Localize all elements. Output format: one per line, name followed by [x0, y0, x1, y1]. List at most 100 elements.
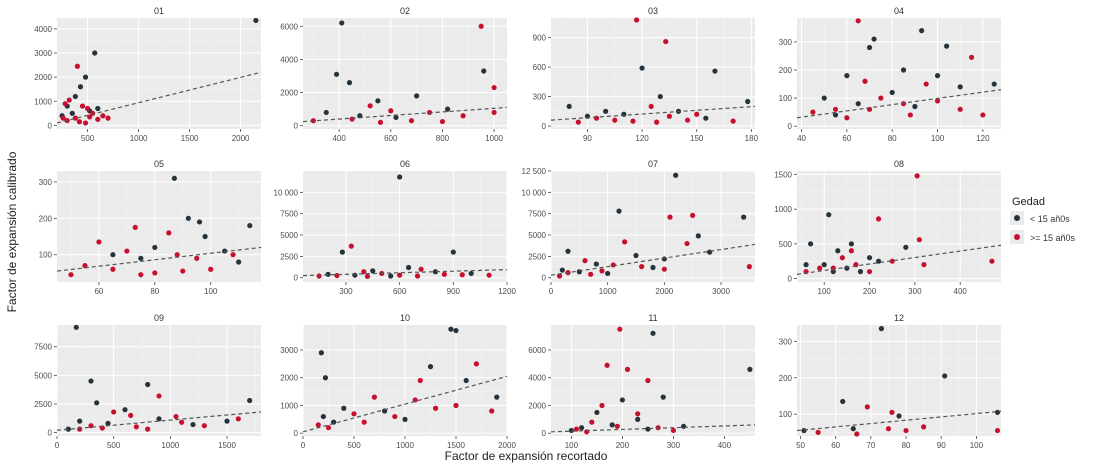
- point-young: [402, 416, 408, 422]
- x-tick-label: 100: [931, 134, 945, 143]
- point-old: [663, 38, 669, 45]
- panel-title-08: 08: [894, 159, 904, 169]
- point-old: [453, 402, 459, 409]
- point-old: [622, 239, 628, 245]
- point-young: [633, 252, 639, 259]
- point-old: [414, 273, 421, 279]
- point-old: [459, 272, 465, 278]
- point-old: [371, 394, 377, 400]
- point-young: [152, 244, 158, 251]
- point-old: [588, 271, 594, 277]
- point-young: [568, 427, 575, 434]
- point-old: [876, 216, 882, 222]
- point-old: [491, 109, 497, 116]
- point-young: [942, 373, 948, 379]
- point-old: [635, 411, 641, 417]
- point-young: [707, 249, 713, 255]
- point-old: [72, 115, 78, 121]
- point-young: [896, 413, 902, 419]
- x-tick-label: 900: [447, 287, 461, 296]
- point-young: [594, 409, 600, 416]
- point-young: [463, 377, 469, 384]
- point-old: [77, 426, 83, 432]
- point-young: [77, 418, 83, 424]
- point-old: [614, 423, 620, 429]
- panel-03: 03 90 120 150 180 0 300 600 900: [533, 6, 759, 143]
- x-tick-label: 80: [888, 134, 897, 143]
- point-old: [110, 266, 116, 272]
- point-old: [473, 361, 479, 367]
- point-young: [453, 327, 459, 334]
- point-young: [650, 330, 656, 336]
- point-old: [351, 411, 357, 417]
- y-tick-label: 1000: [280, 401, 298, 410]
- point-old: [573, 426, 580, 432]
- point-old: [661, 266, 667, 272]
- y-tick-label: 2500: [34, 400, 52, 409]
- point-young: [803, 262, 809, 268]
- point-old: [684, 240, 690, 247]
- point-old: [685, 117, 691, 123]
- x-tick-label: 80: [150, 287, 159, 296]
- y-tick-label: 12 500: [522, 167, 547, 176]
- x-tick-label: 100: [970, 441, 984, 450]
- point-young: [69, 110, 75, 116]
- point-old: [839, 255, 845, 261]
- y-tick-label: 5000: [528, 231, 546, 240]
- x-axis-label: Factor de expansión recortado: [445, 449, 608, 463]
- point-old: [690, 212, 696, 218]
- panel-title-07: 07: [648, 159, 658, 169]
- point-young: [393, 114, 399, 121]
- y-tick-label: 500: [779, 240, 793, 249]
- point-old: [76, 119, 83, 125]
- point-old: [830, 265, 836, 271]
- point-old: [612, 117, 618, 123]
- x-tick-label: 400: [954, 287, 968, 296]
- point-old: [201, 423, 207, 429]
- x-tick-label: 1500: [181, 134, 199, 143]
- point-young: [445, 106, 451, 112]
- x-tick-label: 500: [81, 134, 95, 143]
- point-old: [854, 431, 860, 437]
- point-young: [566, 103, 572, 110]
- y-tick-label: 0: [788, 122, 793, 131]
- point-old: [68, 272, 74, 278]
- point-old: [111, 409, 117, 415]
- point-old: [889, 409, 895, 415]
- y-tick-label: 10 000: [522, 188, 547, 197]
- point-old: [994, 427, 1001, 434]
- point-young: [673, 172, 679, 178]
- point-old: [864, 404, 870, 410]
- point-young: [224, 418, 230, 424]
- panel-background: [303, 171, 507, 282]
- point-old: [746, 264, 752, 270]
- point-young: [325, 271, 331, 277]
- x-tick-label: 60: [842, 134, 851, 143]
- point-young: [681, 423, 687, 429]
- panel-06: 06 300 600 900 1200 0 2500 5000 7500 10 000: [274, 159, 517, 296]
- point-young: [236, 259, 242, 265]
- y-tick-label: 4000: [34, 25, 52, 34]
- point-young: [994, 409, 1001, 415]
- point-old: [348, 243, 354, 249]
- y-tick-label: 2500: [280, 252, 298, 261]
- y-tick-label: 200: [779, 374, 793, 383]
- y-tick-label: 4000: [280, 55, 298, 64]
- point-young: [72, 93, 78, 100]
- point-young: [156, 416, 162, 422]
- point-old: [968, 54, 975, 60]
- point-young: [857, 268, 864, 275]
- point-young: [878, 326, 885, 332]
- trend-line: [56, 411, 262, 431]
- legend-key-old: [1014, 234, 1020, 240]
- point-old: [957, 106, 963, 112]
- y-tick-label: 300: [533, 93, 547, 102]
- point-young: [318, 350, 324, 356]
- x-tick-label: 0: [55, 441, 60, 450]
- point-young: [145, 381, 151, 388]
- x-tick-label: 600: [393, 287, 407, 296]
- trend-line: [796, 410, 1002, 432]
- point-young: [375, 98, 381, 104]
- x-tick-label: 200: [863, 287, 877, 296]
- point-old: [349, 116, 355, 122]
